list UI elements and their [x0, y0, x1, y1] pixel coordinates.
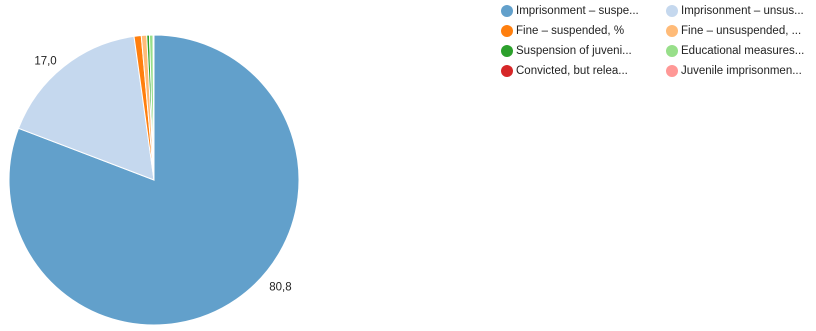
legend-swatch-icon — [666, 5, 678, 17]
pie-chart: 80,8 17,0 — [8, 34, 300, 326]
legend-swatch-icon — [666, 65, 678, 77]
legend-item-3[interactable]: Fine – unsuspended, ... — [666, 25, 801, 37]
legend-item-5[interactable]: Educational measures... — [666, 45, 804, 57]
legend-label: Convicted, but relea... — [516, 65, 628, 77]
legend-item-6[interactable]: Convicted, but relea... — [501, 65, 628, 77]
pie-slice-1[interactable] — [17, 35, 155, 181]
data-label-1: 17,0 — [34, 55, 56, 67]
legend-item-4[interactable]: Suspension of juveni... — [501, 45, 632, 57]
legend-swatch-icon — [666, 45, 678, 57]
legend-label: Suspension of juveni... — [516, 45, 632, 57]
data-label-0: 80,8 — [269, 282, 291, 294]
legend-item-2[interactable]: Fine – suspended, % — [501, 25, 624, 37]
legend-swatch-icon — [501, 25, 513, 37]
legend-swatch-icon — [501, 65, 513, 77]
legend-swatch-icon — [501, 45, 513, 57]
legend-swatch-icon — [501, 5, 513, 17]
legend-item-0[interactable]: Imprisonment – suspe... — [501, 5, 639, 17]
legend-label: Educational measures... — [681, 45, 805, 57]
legend-label: Fine – unsuspended, ... — [681, 25, 802, 37]
legend-label: Juvenile imprisonmen... — [681, 65, 802, 77]
legend-label: Imprisonment – suspe... — [516, 5, 639, 17]
legend-item-1[interactable]: Imprisonment – unsus... — [666, 5, 804, 17]
legend-label: Fine – suspended, % — [516, 25, 625, 37]
legend-item-7[interactable]: Juvenile imprisonmen... — [666, 65, 802, 77]
legend-swatch-icon — [666, 25, 678, 37]
legend-label: Imprisonment – unsus... — [681, 5, 804, 17]
